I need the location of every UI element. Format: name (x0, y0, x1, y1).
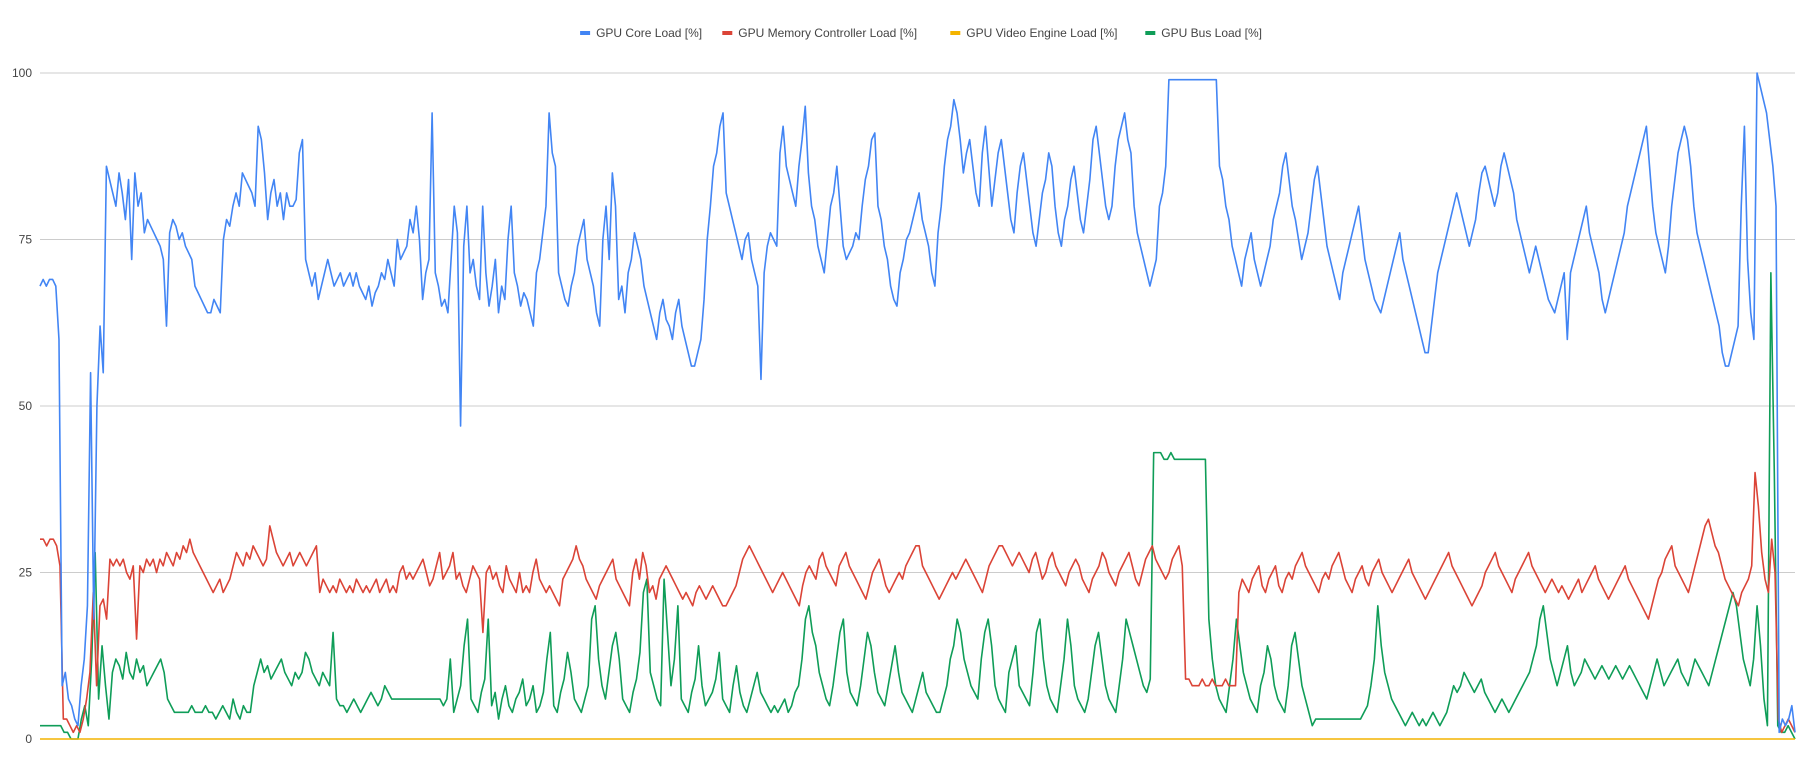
legend-item[interactable]: GPU Bus Load [%] (1145, 26, 1262, 40)
series-line-gpu-bus-load (40, 272, 1796, 740)
series-line-gpu-memory-controller-load (40, 471, 1796, 734)
legend-label: GPU Core Load [%] (596, 26, 702, 40)
legend-label: GPU Bus Load [%] (1161, 26, 1262, 40)
legend: GPU Core Load [%] GPU Memory Controller L… (580, 26, 1262, 40)
legend-label: GPU Video Engine Load [%] (966, 26, 1117, 40)
series-lines (39, 72, 1796, 740)
y-tick-label: 25 (19, 566, 33, 580)
legend-label: GPU Memory Controller Load [%] (738, 26, 917, 40)
y-tick-label: 50 (19, 399, 33, 413)
grid: 0 25 50 75 100 (12, 66, 1795, 746)
legend-item[interactable]: GPU Core Load [%] (580, 26, 702, 40)
series-line-gpu-core-load (39, 72, 1796, 734)
legend-item[interactable]: GPU Video Engine Load [%] (950, 26, 1118, 40)
y-tick-label: 100 (12, 66, 32, 80)
y-tick-label: 75 (19, 233, 33, 247)
legend-item[interactable]: GPU Memory Controller Load [%] (722, 26, 917, 40)
y-tick-label: 0 (25, 732, 32, 746)
